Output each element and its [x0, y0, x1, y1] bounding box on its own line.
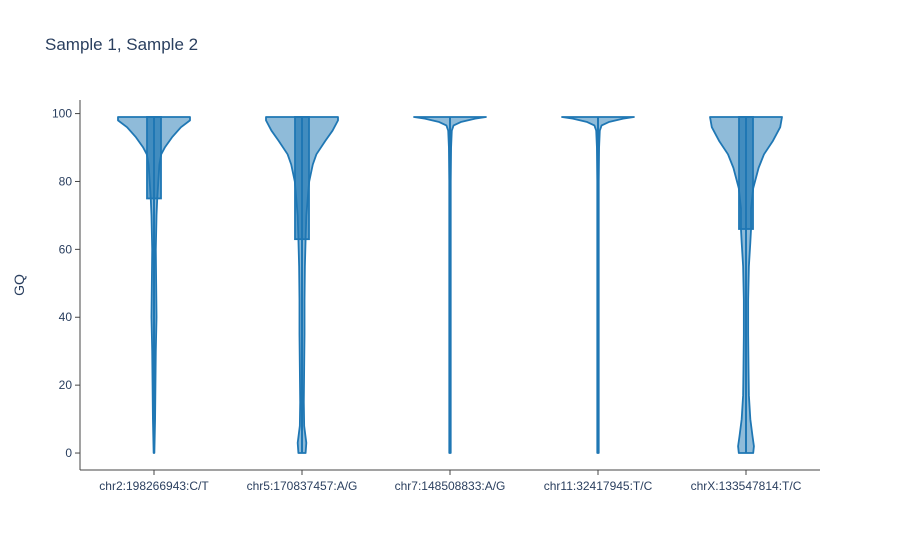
y-tick-label: 20 [59, 378, 73, 392]
chart-title: Sample 1, Sample 2 [45, 35, 198, 54]
violin-group [117, 116, 783, 454]
x-axis: chr2:198266943:C/T chr5:170837457:A/G chr7… [99, 470, 802, 493]
y-axis: 0 20 40 60 80 100 [52, 107, 80, 460]
violin-box [146, 116, 162, 200]
y-tick-label: 100 [52, 107, 72, 121]
x-tick-label: chr2:198266943:C/T [99, 479, 209, 493]
violin-box [738, 116, 754, 230]
x-tick-label: chr11:32417945:T/C [544, 479, 653, 493]
y-axis-title: GQ [11, 274, 27, 296]
x-tick-label: chr5:170837457:A/G [247, 479, 358, 493]
violin-box [294, 116, 310, 241]
y-tick-label: 60 [59, 242, 73, 256]
y-tick-label: 0 [65, 446, 72, 460]
y-tick-label: 80 [59, 174, 73, 188]
x-tick-label: chrX:133547814:T/C [691, 479, 802, 493]
y-tick-label: 40 [59, 310, 73, 324]
x-tick-label: chr7:148508833:A/G [395, 479, 506, 493]
